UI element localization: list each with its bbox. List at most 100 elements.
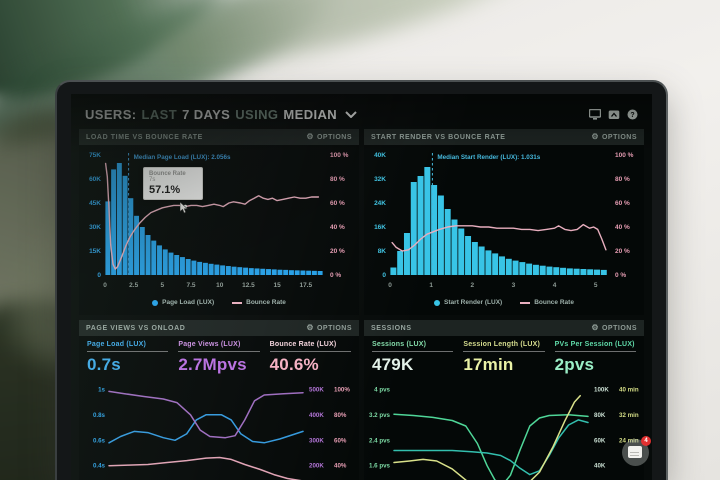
svg-text:5: 5 [161, 282, 165, 289]
options-label: OPTIONS [316, 133, 352, 141]
header-icons: ? [589, 108, 638, 120]
laptop-frame: USERS: LAST 7 DAYS USING MEDIAN [55, 80, 668, 480]
svg-text:400K: 400K [309, 412, 324, 419]
svg-text:40 %: 40 % [330, 224, 345, 231]
gear-icon: ⚙ [306, 132, 314, 141]
metric-divider [269, 351, 351, 352]
tooltip-x-value: 7s [149, 177, 156, 183]
title-median: MEDIAN [283, 106, 338, 122]
metric-session-length: Session Length (LUX) 17min [463, 341, 545, 375]
options-button[interactable]: ⚙ OPTIONS [591, 133, 637, 141]
svg-text:7.5: 7.5 [187, 282, 196, 289]
title-using: USING [235, 106, 279, 122]
legend-bounce-rate[interactable]: Bounce Rate [520, 299, 574, 306]
svg-text:60 %: 60 % [330, 200, 345, 207]
svg-text:2.4 pvs: 2.4 pvs [369, 437, 391, 444]
panel-header: LOAD TIME VS BOUNCE RATE ⚙ OPTIONS [79, 129, 359, 145]
metrics-row: Sessions (LUX) 479K Session Length (LUX)… [364, 336, 644, 377]
svg-text:60 %: 60 % [615, 200, 630, 207]
panel-grid: LOAD TIME VS BOUNCE RATE ⚙ OPTIONS 75K 60… [79, 129, 644, 480]
page-views-line-chart[interactable]: 1s 0.8s 0.6s 0.4s 500K 400K 300K 200K 100% 80% 60%… [79, 377, 359, 480]
display-icon[interactable] [589, 108, 601, 120]
options-label: OPTIONS [601, 324, 637, 332]
svg-text:200K: 200K [309, 463, 324, 470]
svg-text:24K: 24K [374, 200, 386, 207]
export-icon[interactable] [608, 109, 620, 120]
options-button[interactable]: ⚙ OPTIONS [306, 324, 352, 332]
users-filter-dropdown[interactable]: USERS: LAST 7 DAYS USING MEDIAN [85, 107, 357, 122]
panel-load-time-vs-bounce-rate: LOAD TIME VS BOUNCE RATE ⚙ OPTIONS 75K 60… [79, 129, 359, 315]
legend-bounce-rate[interactable]: Bounce Rate [232, 299, 286, 306]
svg-text:15: 15 [273, 282, 281, 289]
title-users: USERS: [85, 106, 137, 122]
chat-bubble-icon [628, 446, 642, 458]
bounce-rate-tooltip: Bounce Rate 7s 57.1% [143, 167, 203, 200]
svg-text:100K: 100K [594, 386, 609, 393]
gear-icon: ⚙ [591, 323, 599, 332]
title-days: 7 DAYS [182, 106, 231, 122]
panel-header: PAGE VIEWS VS ONLOAD ⚙ OPTIONS [79, 320, 359, 336]
panel-title: LOAD TIME VS BOUNCE RATE [86, 133, 203, 141]
svg-text:8K: 8K [378, 248, 387, 255]
metric-divider [554, 351, 636, 352]
svg-text:100 %: 100 % [615, 152, 634, 159]
dashboard-header-bar: USERS: LAST 7 DAYS USING MEDIAN [79, 102, 644, 126]
svg-text:100 %: 100 % [330, 152, 349, 159]
chart-legend: Page Load (LUX) Bounce Rate [79, 296, 359, 309]
options-button[interactable]: ⚙ OPTIONS [306, 133, 352, 141]
help-icon[interactable]: ? [627, 109, 638, 120]
chevron-down-icon[interactable] [345, 110, 357, 118]
sessions-line-chart[interactable]: 4 pvs 3.2 pvs 2.4 pvs 1.6 pvs 100K 80K 60K 40K 4… [364, 377, 644, 480]
legend-dot-icon [434, 299, 441, 306]
panel-title: SESSIONS [371, 324, 412, 332]
metrics-row: Page Load (LUX) 0.7s Page Views (LUX) 2.… [79, 336, 359, 377]
panel-header: SESSIONS ⚙ OPTIONS [364, 320, 644, 336]
load-time-histogram-chart[interactable]: 75K 60K 45K 30K 15K 0 100 % 80 % 60 % 40 % 20 % 0 %… [79, 145, 359, 291]
legend-page-load[interactable]: Page Load (LUX) [152, 299, 214, 306]
gear-icon: ⚙ [306, 323, 314, 332]
svg-text:0: 0 [103, 282, 107, 289]
legend-start-render[interactable]: Start Render (LUX) [434, 299, 502, 306]
options-button[interactable]: ⚙ OPTIONS [591, 324, 637, 332]
svg-text:0: 0 [388, 282, 392, 289]
svg-text:0.4s: 0.4s [93, 463, 106, 470]
metric-sessions: Sessions (LUX) 479K [372, 341, 454, 375]
start-render-histogram-chart[interactable]: 40K 32K 24K 16K 8K 0 100 % 80 % 60 % 40 % 20 % 0 % 0… [364, 145, 644, 291]
svg-text:0: 0 [382, 272, 386, 279]
metric-page-load: Page Load (LUX) 0.7s [87, 341, 169, 375]
svg-text:1s: 1s [98, 386, 105, 393]
svg-text:40 %: 40 % [615, 224, 630, 231]
svg-text:40 min: 40 min [619, 386, 639, 393]
svg-text:4: 4 [553, 282, 557, 289]
svg-text:60K: 60K [89, 176, 101, 183]
svg-text:40K: 40K [594, 463, 606, 470]
metric-pvs-per-session: PVs Per Session (LUX) 2pvs [554, 341, 636, 374]
options-label: OPTIONS [316, 324, 352, 332]
svg-text:4 pvs: 4 pvs [374, 386, 390, 393]
panel-title: START RENDER VS BOUNCE RATE [371, 133, 506, 141]
svg-text:2.5: 2.5 [129, 282, 138, 289]
svg-text:?: ? [630, 112, 634, 119]
svg-text:500K: 500K [309, 386, 324, 393]
svg-text:3: 3 [512, 282, 516, 289]
legend-line-icon [520, 301, 531, 304]
svg-text:0 %: 0 % [330, 272, 341, 279]
svg-text:80 %: 80 % [615, 176, 630, 183]
svg-text:60K: 60K [594, 437, 606, 444]
gear-icon: ⚙ [591, 132, 599, 141]
laptop-screen: USERS: LAST 7 DAYS USING MEDIAN [71, 94, 652, 480]
analytics-dashboard: USERS: LAST 7 DAYS USING MEDIAN [71, 94, 652, 480]
metric-divider [178, 351, 260, 352]
svg-text:1.6 pvs: 1.6 pvs [369, 463, 391, 470]
svg-text:17.5: 17.5 [299, 282, 312, 289]
tooltip-value: 57.1% [149, 184, 181, 196]
panel-sessions: SESSIONS ⚙ OPTIONS Sessions (LUX) 479K [364, 320, 644, 480]
svg-text:Median Page Load (LUX): 2.056s: Median Page Load (LUX): 2.056s [134, 154, 231, 161]
svg-text:32 min: 32 min [619, 412, 639, 419]
chart-legend: Start Render (LUX) Bounce Rate [364, 296, 644, 309]
chat-widget-button[interactable]: 4 [622, 436, 651, 466]
svg-text:0.6s: 0.6s [93, 437, 106, 444]
svg-text:15K: 15K [89, 248, 101, 255]
title-last: LAST [141, 106, 178, 122]
svg-text:20 %: 20 % [330, 248, 345, 255]
